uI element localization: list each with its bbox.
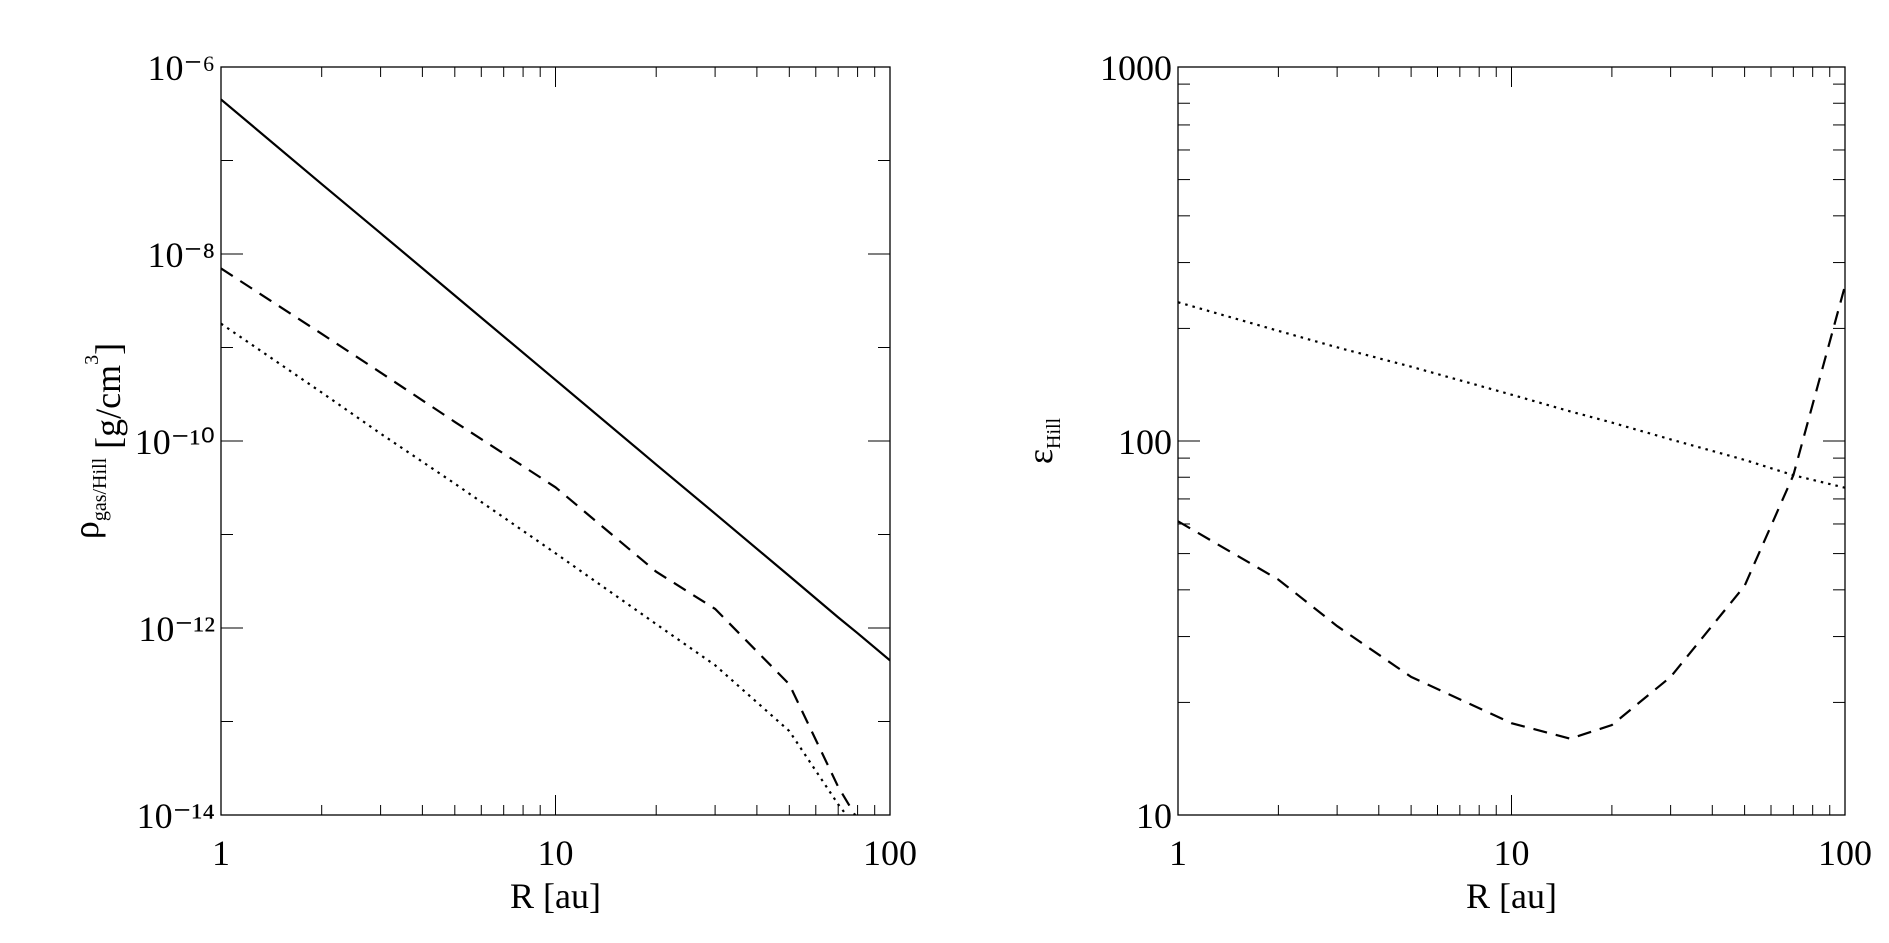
y-axis-label-part: ε bbox=[1020, 449, 1060, 464]
y-axis-label-part: ρ bbox=[66, 521, 106, 539]
plot-frame bbox=[220, 66, 891, 816]
data-line bbox=[1178, 301, 1845, 489]
y-tick-label: 10⁻¹² bbox=[138, 609, 215, 649]
data-line bbox=[1178, 285, 1845, 740]
data-line bbox=[221, 322, 848, 815]
x-tick-label: 10 bbox=[538, 833, 574, 873]
x-tick-label: 100 bbox=[863, 833, 917, 873]
series-group bbox=[221, 98, 890, 815]
x-axis-label: R [au] bbox=[510, 876, 601, 916]
x-tick-label: 1 bbox=[212, 833, 230, 873]
y-axis-label: ρgas/Hill [g/cm3] bbox=[66, 343, 128, 539]
y-tick-label: 10⁻⁸ bbox=[147, 235, 215, 275]
y-tick-label: 10 bbox=[1136, 796, 1172, 836]
plot-frame bbox=[1177, 66, 1846, 816]
y-axis-label-part: ] bbox=[88, 343, 128, 355]
x-tick-label: 10 bbox=[1494, 833, 1530, 873]
y-axis-label-part: gas/Hill bbox=[89, 457, 111, 521]
y-tick-label: 10⁻¹⁴ bbox=[137, 796, 215, 836]
y-axis-label: εHill bbox=[1020, 417, 1065, 464]
data-line bbox=[221, 267, 857, 815]
y-axis-label-part: 3 bbox=[81, 355, 103, 365]
series-group bbox=[1178, 285, 1845, 740]
y-tick-label: 10⁻⁶ bbox=[147, 48, 215, 88]
data-line bbox=[221, 98, 890, 662]
y-tick-label: 100 bbox=[1118, 422, 1172, 462]
x-tick-label: 1 bbox=[1169, 833, 1187, 873]
y-tick-label: 1000 bbox=[1100, 48, 1172, 88]
y-tick-label: 10⁻¹⁰ bbox=[135, 422, 215, 462]
panel: 1 10 100 10⁻¹⁴ 10⁻¹² 10⁻¹⁰ 10⁻⁸ 10⁻⁶ R [au] ρgas/… bbox=[66, 48, 917, 916]
y-axis-label-part: Hill bbox=[1043, 417, 1065, 449]
y-axis-label-part: [g/cm bbox=[88, 365, 128, 458]
x-axis-label: R [au] bbox=[1466, 876, 1557, 916]
x-tick-label: 100 bbox=[1818, 833, 1872, 873]
